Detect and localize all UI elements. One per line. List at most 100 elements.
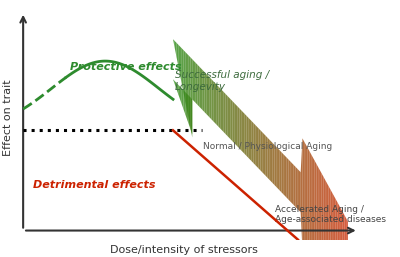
Polygon shape [287, 158, 288, 200]
Polygon shape [332, 193, 334, 257]
Polygon shape [254, 123, 255, 165]
Polygon shape [252, 121, 254, 163]
Polygon shape [320, 170, 322, 255]
Polygon shape [213, 81, 215, 123]
Polygon shape [292, 163, 294, 205]
Polygon shape [325, 180, 327, 256]
Polygon shape [184, 50, 185, 102]
Polygon shape [199, 67, 201, 108]
Polygon shape [250, 120, 252, 161]
Polygon shape [182, 88, 184, 109]
Polygon shape [266, 136, 268, 178]
Polygon shape [245, 114, 246, 156]
Polygon shape [260, 130, 262, 172]
Polygon shape [240, 108, 241, 150]
Polygon shape [175, 81, 176, 89]
Polygon shape [296, 167, 297, 209]
Polygon shape [173, 39, 175, 48]
Polygon shape [178, 45, 180, 75]
Polygon shape [334, 196, 336, 257]
Polygon shape [268, 137, 269, 180]
Polygon shape [187, 94, 189, 124]
Polygon shape [220, 88, 222, 130]
Polygon shape [215, 83, 217, 125]
Polygon shape [194, 61, 196, 103]
Polygon shape [329, 186, 330, 257]
Polygon shape [190, 97, 192, 134]
Polygon shape [257, 127, 259, 169]
Polygon shape [241, 110, 243, 152]
Polygon shape [231, 99, 232, 141]
Polygon shape [173, 79, 175, 84]
Polygon shape [224, 92, 226, 134]
Polygon shape [338, 202, 339, 257]
Polygon shape [204, 72, 206, 114]
Polygon shape [192, 59, 194, 101]
Polygon shape [212, 79, 213, 121]
Polygon shape [310, 151, 311, 252]
Polygon shape [262, 132, 264, 174]
Polygon shape [246, 116, 248, 158]
Polygon shape [210, 77, 212, 120]
Text: Effect on trait: Effect on trait [3, 79, 13, 156]
Polygon shape [294, 165, 296, 207]
Polygon shape [339, 205, 341, 257]
Polygon shape [227, 96, 229, 137]
Polygon shape [190, 58, 192, 137]
Polygon shape [176, 83, 178, 94]
Polygon shape [315, 161, 316, 253]
Polygon shape [208, 76, 210, 117]
Polygon shape [226, 94, 227, 136]
Polygon shape [301, 138, 302, 250]
Polygon shape [198, 65, 199, 107]
Polygon shape [218, 87, 220, 128]
Polygon shape [274, 145, 276, 187]
Polygon shape [184, 90, 185, 114]
Polygon shape [248, 117, 250, 160]
Polygon shape [288, 160, 290, 201]
Polygon shape [280, 150, 282, 192]
Polygon shape [327, 183, 329, 256]
Polygon shape [290, 161, 292, 203]
Polygon shape [175, 41, 176, 57]
Polygon shape [229, 97, 231, 140]
Polygon shape [255, 125, 257, 167]
Polygon shape [238, 107, 240, 149]
Polygon shape [203, 70, 204, 112]
Polygon shape [178, 85, 180, 99]
Polygon shape [259, 128, 260, 170]
Polygon shape [308, 148, 310, 252]
Polygon shape [278, 149, 280, 190]
Polygon shape [269, 140, 271, 181]
Polygon shape [176, 43, 178, 66]
Polygon shape [341, 209, 343, 257]
Polygon shape [264, 134, 266, 176]
Polygon shape [297, 169, 299, 210]
Text: Protective effects: Protective effects [70, 62, 181, 71]
Polygon shape [185, 92, 187, 119]
Polygon shape [344, 215, 346, 257]
Polygon shape [189, 96, 190, 129]
Polygon shape [299, 170, 301, 212]
Text: Normal / Physiological Aging: Normal / Physiological Aging [203, 142, 333, 151]
Polygon shape [304, 142, 306, 251]
Polygon shape [222, 90, 224, 132]
Polygon shape [236, 105, 238, 147]
Polygon shape [182, 48, 184, 93]
Polygon shape [318, 167, 320, 254]
Text: Dose/intensity of stressors: Dose/intensity of stressors [110, 245, 258, 255]
Polygon shape [180, 87, 182, 104]
Polygon shape [276, 147, 278, 189]
Polygon shape [336, 199, 338, 257]
Text: Successful aging /
Longevity: Successful aging / Longevity [175, 70, 269, 92]
Polygon shape [346, 218, 348, 257]
Polygon shape [189, 56, 190, 128]
Polygon shape [330, 189, 332, 257]
Polygon shape [316, 164, 318, 254]
Polygon shape [196, 63, 198, 105]
Polygon shape [343, 212, 344, 257]
Polygon shape [324, 177, 325, 256]
Polygon shape [232, 101, 234, 143]
Polygon shape [283, 154, 285, 196]
Polygon shape [271, 141, 273, 183]
